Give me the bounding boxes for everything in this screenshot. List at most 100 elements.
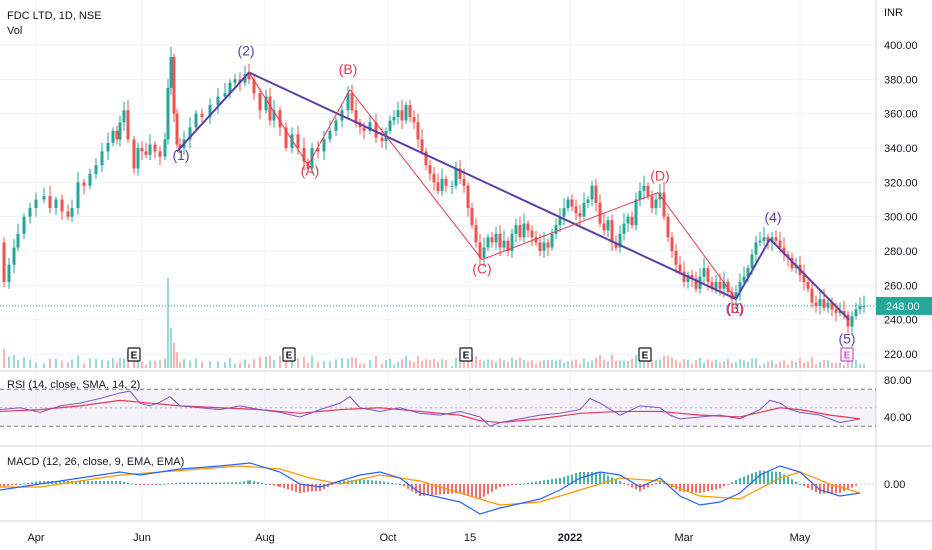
macd-label: MACD (12, 26, close, 9, EMA, EMA) (7, 456, 185, 468)
macd-histogram-bar (419, 484, 421, 496)
volume-bar (244, 359, 246, 368)
volume-bar (176, 352, 178, 368)
volume-bar (17, 359, 19, 368)
volume-bar (783, 360, 785, 368)
volume-bar (667, 355, 669, 368)
volume-bar (164, 358, 166, 368)
volume-bar (859, 364, 861, 368)
macd-histogram-bar (467, 484, 469, 496)
volume-bar (519, 357, 521, 368)
earnings-marker-label: E (844, 351, 851, 362)
candle-body (272, 110, 276, 121)
candle-body (722, 281, 726, 289)
candle-body (228, 82, 232, 94)
macd-histogram-bar (499, 484, 501, 487)
candle-body (404, 105, 408, 121)
macd-histogram-bar (587, 472, 589, 484)
volume-bar (483, 360, 485, 368)
macd-histogram-bar (771, 471, 773, 484)
volume-bar (743, 360, 745, 368)
volume-bar (851, 359, 853, 368)
macd-histogram-bar (851, 484, 853, 488)
candle-body (169, 57, 173, 88)
macd-histogram-bar (159, 484, 161, 485)
volume-bar (831, 362, 833, 368)
macd-histogram-bar (123, 481, 125, 484)
candle-body (34, 199, 38, 209)
volume-bar (355, 358, 357, 368)
macd-histogram-bar (351, 480, 353, 484)
macd-histogram-bar (483, 484, 485, 497)
volume-bar (611, 355, 613, 368)
macd-histogram-bar (247, 480, 249, 484)
candle-body (618, 233, 622, 248)
candle-body (223, 93, 227, 97)
volume-bar (771, 360, 773, 368)
macd-histogram-bar (179, 482, 181, 484)
volume-bar (707, 359, 709, 368)
macd-histogram-bar (795, 481, 797, 484)
macd-histogram-bar (75, 481, 77, 484)
macd-histogram-bar (379, 481, 381, 484)
macd-histogram-bar (647, 484, 649, 488)
macd-histogram-bar (847, 484, 849, 490)
candle-body (264, 96, 268, 111)
candle-body (268, 96, 272, 121)
volume-bar (307, 362, 309, 368)
candle-body (530, 230, 534, 238)
volume-bar (61, 360, 63, 368)
candle-body (590, 185, 594, 200)
candle-body (194, 113, 198, 128)
volume-bar (575, 359, 577, 368)
macd-tick-label: 0.00 (884, 479, 905, 491)
macd-histogram-bar (811, 484, 813, 490)
macd-histogram-bar (619, 481, 621, 484)
volume-bar (89, 358, 91, 368)
macd-histogram-bar (527, 482, 529, 484)
candle-body (416, 122, 420, 140)
macd-histogram-bar (643, 484, 645, 490)
macd-histogram-bar (91, 481, 93, 484)
macd-histogram-bar (219, 482, 221, 484)
macd-histogram-bar (87, 481, 89, 484)
price-tick-label: 360.00 (884, 109, 918, 121)
candle-body (818, 299, 822, 306)
macd-histogram-bar (743, 476, 745, 484)
macd-histogram-bar (567, 475, 569, 484)
candle-body (634, 199, 638, 226)
macd-histogram-bar (695, 484, 697, 493)
candle-body (400, 110, 404, 121)
rsi-label: RSI (14, close, SMA, 14, 2) (7, 379, 141, 391)
macd-histogram-bar (339, 481, 341, 484)
macd-histogram-bar (287, 484, 289, 490)
volume-bar (13, 355, 15, 368)
macd-histogram-bar (835, 484, 837, 493)
macd-histogram-bar (583, 472, 585, 484)
candle-body (16, 233, 20, 248)
macd-histogram-bar (277, 484, 279, 487)
volume-bar (799, 358, 801, 368)
volume-bar (631, 358, 633, 368)
candle-body (842, 311, 846, 315)
volume-bar (671, 357, 673, 368)
candle-body (586, 199, 590, 203)
candle-body (158, 151, 162, 157)
volume-bar (425, 359, 427, 368)
wave-label: (4) (764, 209, 781, 225)
volume-bar (455, 357, 457, 368)
volume-bar (687, 359, 689, 368)
candle-body (436, 182, 440, 191)
macd-histogram-bar (555, 478, 557, 484)
candle-body (233, 79, 237, 83)
volume-bar (487, 359, 489, 368)
volume-bar (655, 360, 657, 368)
volume-bar (67, 362, 69, 368)
volume-bar (167, 278, 169, 368)
volume-bar (209, 361, 211, 368)
macd-histogram-bar (759, 470, 761, 484)
x-tick-label: Mar (675, 532, 694, 544)
wave-label: (A) (301, 162, 320, 178)
macd-histogram-bar (451, 484, 453, 494)
candle-body (354, 110, 358, 123)
